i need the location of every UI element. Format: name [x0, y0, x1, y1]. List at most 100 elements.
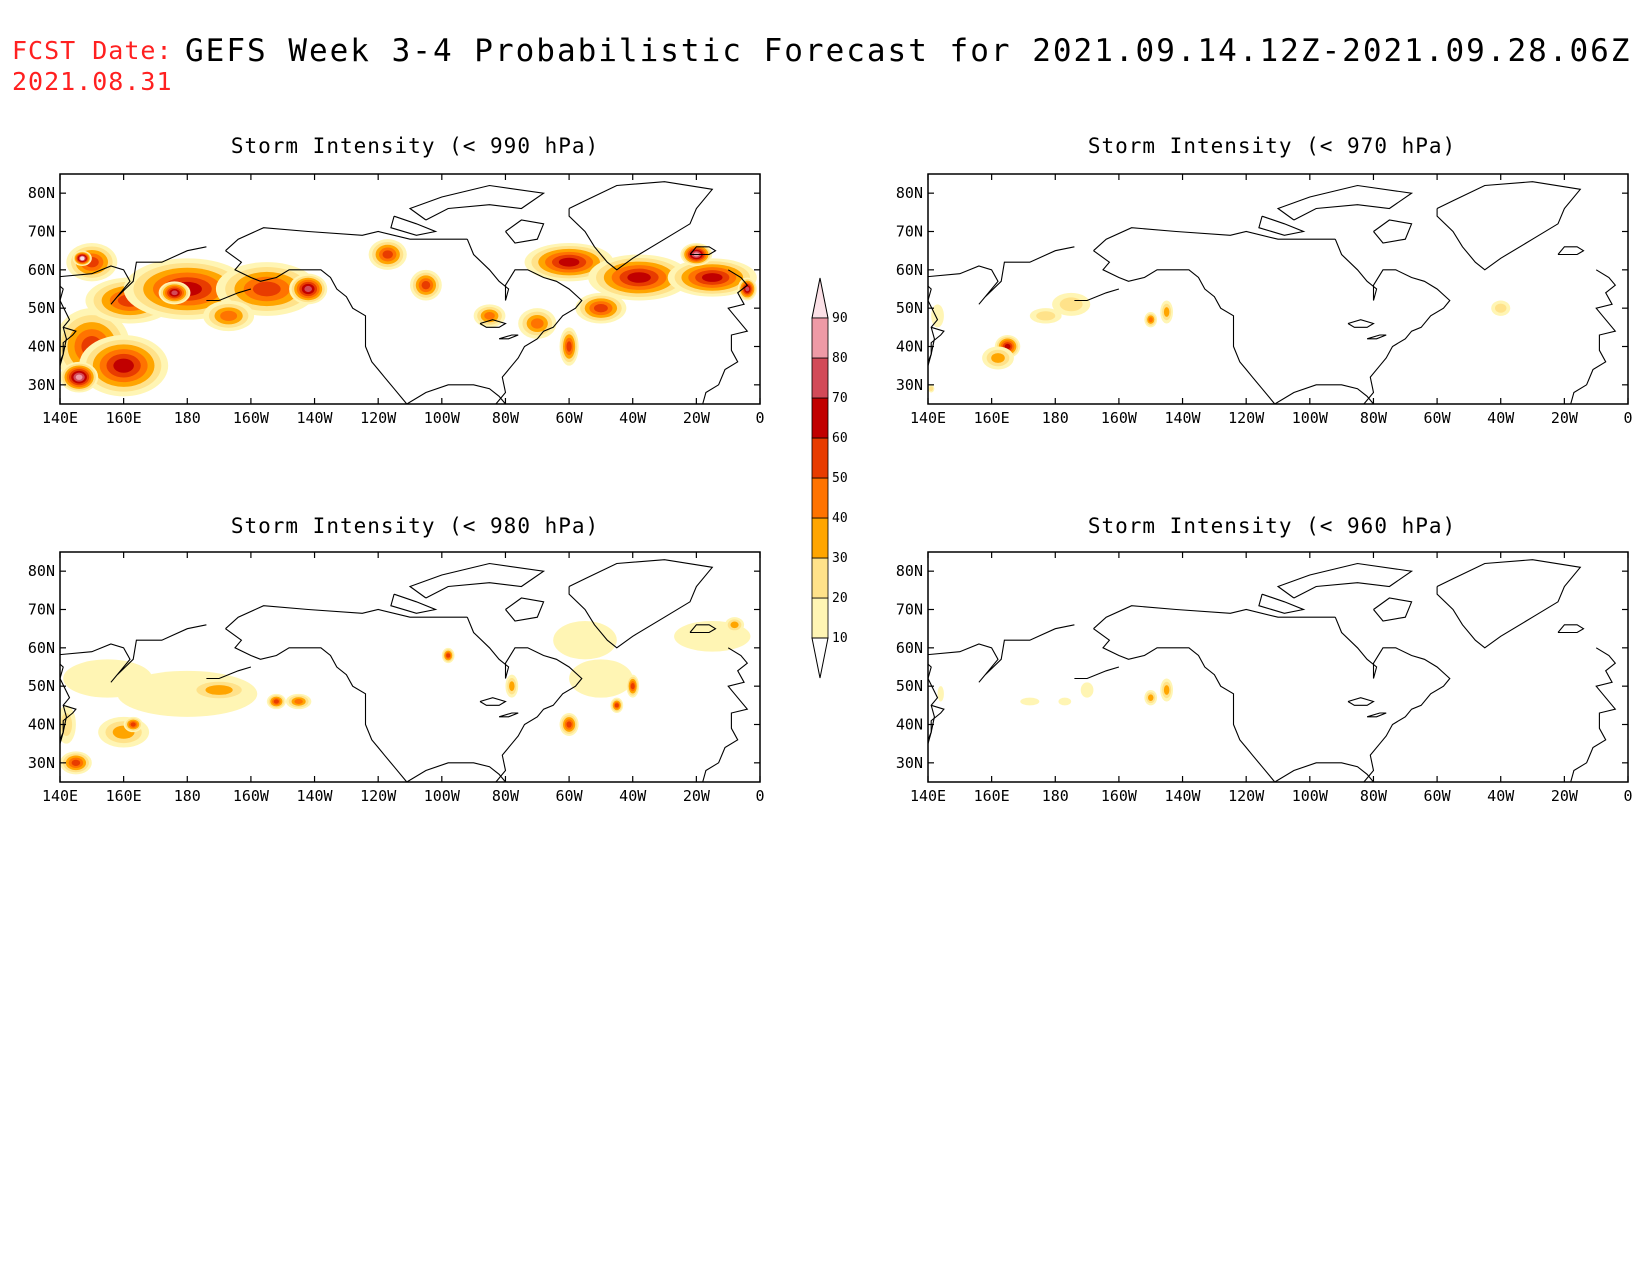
probability-contour [130, 722, 136, 727]
coastline [1373, 219, 1413, 244]
y-tick-label: 60N [896, 261, 923, 279]
x-tick-label: 120W [1228, 409, 1265, 427]
y-tick-label: 50N [28, 299, 55, 317]
colorbar-swatch [811, 477, 829, 519]
x-tick-label: 100W [424, 409, 461, 427]
coastline [479, 697, 507, 706]
colorbar-level-label: 10 [832, 631, 848, 646]
y-tick-label: 70N [896, 601, 923, 619]
x-tick-label: 140E [910, 787, 946, 805]
y-tick-label: 50N [896, 677, 923, 695]
probability-shading [928, 292, 1511, 393]
y-tick-label: 30N [896, 376, 923, 394]
y-tick-label: 70N [896, 223, 923, 241]
coastline [1276, 184, 1414, 221]
y-tick-label: 70N [28, 223, 55, 241]
colorbar: 10 20 30 40 50 60 70 80 90 [811, 277, 848, 679]
coastline [60, 704, 77, 741]
coastline [1570, 647, 1617, 782]
coastline [466, 616, 583, 782]
map-background [928, 552, 1628, 782]
x-tick-label: 20W [1551, 409, 1579, 427]
y-tick-label: 60N [28, 639, 55, 657]
probability-contour [304, 285, 312, 293]
x-tick-label: 160E [106, 787, 142, 805]
y-tick-label: 60N [28, 261, 55, 279]
panel-title-960: Storm Intensity (< 960 hPa) [1087, 514, 1457, 538]
probability-contour [553, 621, 617, 660]
x-tick-label: 100W [424, 787, 461, 805]
x-tick-label: 120W [1228, 787, 1265, 805]
probability-contour [991, 353, 1005, 363]
y-tick-label: 40N [896, 716, 923, 734]
y-tick-label: 60N [896, 639, 923, 657]
coastline [225, 628, 408, 782]
colorbar-level-label: 70 [832, 391, 848, 406]
x-tick-label: 160W [233, 409, 270, 427]
probability-contour [1148, 694, 1154, 701]
x-tick-label: 160E [106, 409, 142, 427]
coastline [1074, 288, 1120, 302]
probability-shading [60, 617, 751, 775]
probability-contour [937, 686, 944, 702]
coastline [479, 319, 507, 328]
map-frame [59, 551, 761, 783]
y-tick-label: 30N [28, 754, 55, 772]
x-tick-label: 80W [1360, 787, 1388, 805]
probability-contour [382, 250, 393, 259]
probability-contour [569, 659, 633, 698]
probability-contour [171, 290, 178, 296]
probability-contour [294, 698, 303, 705]
coastline [928, 704, 945, 741]
colorbar-level-label: 50 [832, 471, 848, 486]
coastline [568, 559, 714, 649]
x-tick-label: 40W [619, 409, 647, 427]
x-tick-label: 80W [492, 787, 520, 805]
x-tick-label: 140W [296, 787, 333, 805]
x-tick-label: 20W [1551, 787, 1579, 805]
coastline [1436, 181, 1582, 271]
coastline [60, 326, 77, 363]
y-tick-label: 80N [896, 562, 923, 580]
map-background [60, 552, 760, 782]
coastline [1276, 562, 1414, 599]
forecast-date-value: 2021.08.31 [12, 67, 173, 96]
coastline [1347, 319, 1375, 328]
coastline [206, 666, 252, 680]
y-tick-label: 80N [28, 184, 55, 202]
coastline [1093, 250, 1276, 404]
probability-contour [530, 318, 544, 329]
probability-contour [1163, 307, 1170, 317]
coastline [498, 712, 519, 718]
coastline [505, 219, 545, 244]
probability-contour [1004, 343, 1011, 350]
colorbar-top-arrow [811, 277, 829, 319]
x-tick-label: 140W [1164, 787, 1201, 805]
x-tick-label: 140E [42, 787, 78, 805]
colorbar-swatch [811, 317, 829, 359]
probability-contour [1080, 682, 1094, 698]
probability-contour [75, 374, 83, 380]
probability-contour [593, 303, 608, 313]
coastlines [60, 181, 749, 404]
coastline [498, 334, 519, 340]
coastline [1570, 269, 1617, 404]
x-tick-label: 160W [1101, 787, 1138, 805]
colorbar-level-label: 60 [832, 431, 848, 446]
y-tick-label: 70N [28, 601, 55, 619]
probability-contour [1020, 697, 1040, 706]
coastline [225, 227, 468, 252]
forecast-date-label: FCST Date: [12, 36, 173, 65]
colorbar-swatch [811, 517, 829, 559]
coastlines [60, 559, 749, 782]
colorbar-swatch [811, 557, 829, 599]
x-tick-label: 180 [174, 787, 201, 805]
x-tick-label: 20W [683, 787, 711, 805]
probability-contour [566, 721, 572, 728]
probability-contour [1148, 317, 1153, 323]
x-tick-label: 60W [1424, 787, 1452, 805]
coastline [1366, 712, 1387, 718]
coastline [406, 762, 506, 782]
panel-title-970: Storm Intensity (< 970 hPa) [1087, 134, 1457, 158]
coastline [1557, 624, 1585, 634]
